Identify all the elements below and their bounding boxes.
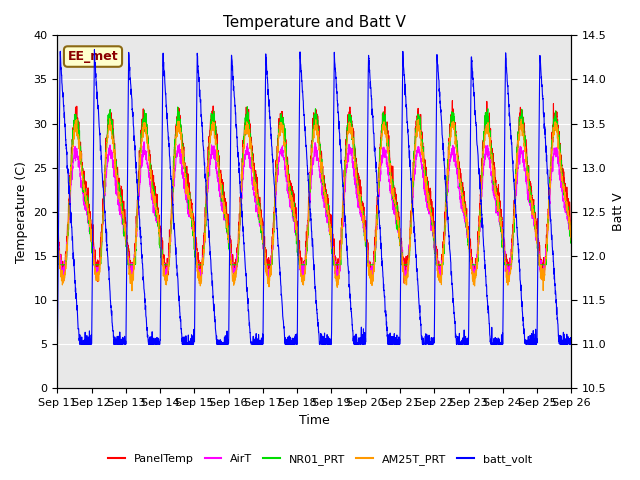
AM25T_PRT bbox=[106, 116, 113, 121]
AirT bbox=[502, 263, 510, 268]
AirT bbox=[112, 173, 120, 179]
NR01_PRT bbox=[502, 262, 510, 268]
Line: NR01_PRT: NR01_PRT bbox=[58, 107, 572, 265]
PanelTemp bbox=[401, 280, 408, 286]
AM25T_PRT bbox=[251, 187, 259, 193]
PanelTemp bbox=[568, 228, 575, 233]
AirT bbox=[568, 240, 575, 246]
AM25T_PRT bbox=[557, 173, 565, 179]
batt_volt bbox=[54, 338, 61, 344]
PanelTemp bbox=[273, 156, 280, 162]
NR01_PRT bbox=[113, 159, 120, 165]
Title: Temperature and Batt V: Temperature and Batt V bbox=[223, 15, 406, 30]
X-axis label: Time: Time bbox=[299, 414, 330, 427]
NR01_PRT bbox=[143, 123, 150, 129]
batt_volt bbox=[91, 47, 99, 52]
batt_volt bbox=[502, 56, 510, 61]
Line: AirT: AirT bbox=[58, 142, 572, 284]
PanelTemp bbox=[112, 158, 120, 164]
NR01_PRT bbox=[557, 162, 565, 168]
batt_volt bbox=[76, 341, 83, 347]
AM25T_PRT bbox=[273, 160, 281, 166]
PanelTemp bbox=[557, 157, 565, 163]
Legend: PanelTemp, AirT, NR01_PRT, AM25T_PRT, batt_volt: PanelTemp, AirT, NR01_PRT, AM25T_PRT, ba… bbox=[104, 450, 536, 469]
batt_volt bbox=[113, 341, 120, 347]
batt_volt bbox=[273, 226, 281, 232]
NR01_PRT bbox=[273, 166, 281, 171]
batt_volt bbox=[251, 341, 259, 347]
NR01_PRT bbox=[251, 187, 259, 193]
Line: AM25T_PRT: AM25T_PRT bbox=[58, 119, 572, 291]
PanelTemp bbox=[502, 252, 510, 257]
AirT bbox=[273, 173, 281, 179]
AirT bbox=[54, 237, 61, 242]
AM25T_PRT bbox=[54, 236, 61, 241]
AirT bbox=[162, 281, 170, 287]
AM25T_PRT bbox=[568, 238, 575, 243]
PanelTemp bbox=[449, 98, 456, 104]
NR01_PRT bbox=[568, 231, 575, 237]
AirT bbox=[251, 196, 259, 202]
batt_volt bbox=[143, 327, 150, 333]
Line: batt_volt: batt_volt bbox=[58, 49, 572, 344]
AM25T_PRT bbox=[113, 167, 120, 173]
AirT bbox=[140, 139, 148, 144]
Line: PanelTemp: PanelTemp bbox=[58, 101, 572, 283]
AM25T_PRT bbox=[128, 288, 136, 294]
AM25T_PRT bbox=[143, 138, 150, 144]
NR01_PRT bbox=[243, 104, 251, 109]
AM25T_PRT bbox=[502, 268, 510, 274]
batt_volt bbox=[568, 341, 575, 347]
PanelTemp bbox=[251, 177, 259, 182]
PanelTemp bbox=[143, 132, 150, 138]
Y-axis label: Batt V: Batt V bbox=[612, 192, 625, 231]
AirT bbox=[557, 181, 565, 187]
Text: EE_met: EE_met bbox=[68, 50, 118, 63]
NR01_PRT bbox=[55, 262, 63, 268]
AirT bbox=[143, 157, 150, 163]
PanelTemp bbox=[54, 224, 61, 230]
Y-axis label: Temperature (C): Temperature (C) bbox=[15, 161, 28, 263]
batt_volt bbox=[557, 336, 565, 342]
NR01_PRT bbox=[54, 242, 61, 248]
